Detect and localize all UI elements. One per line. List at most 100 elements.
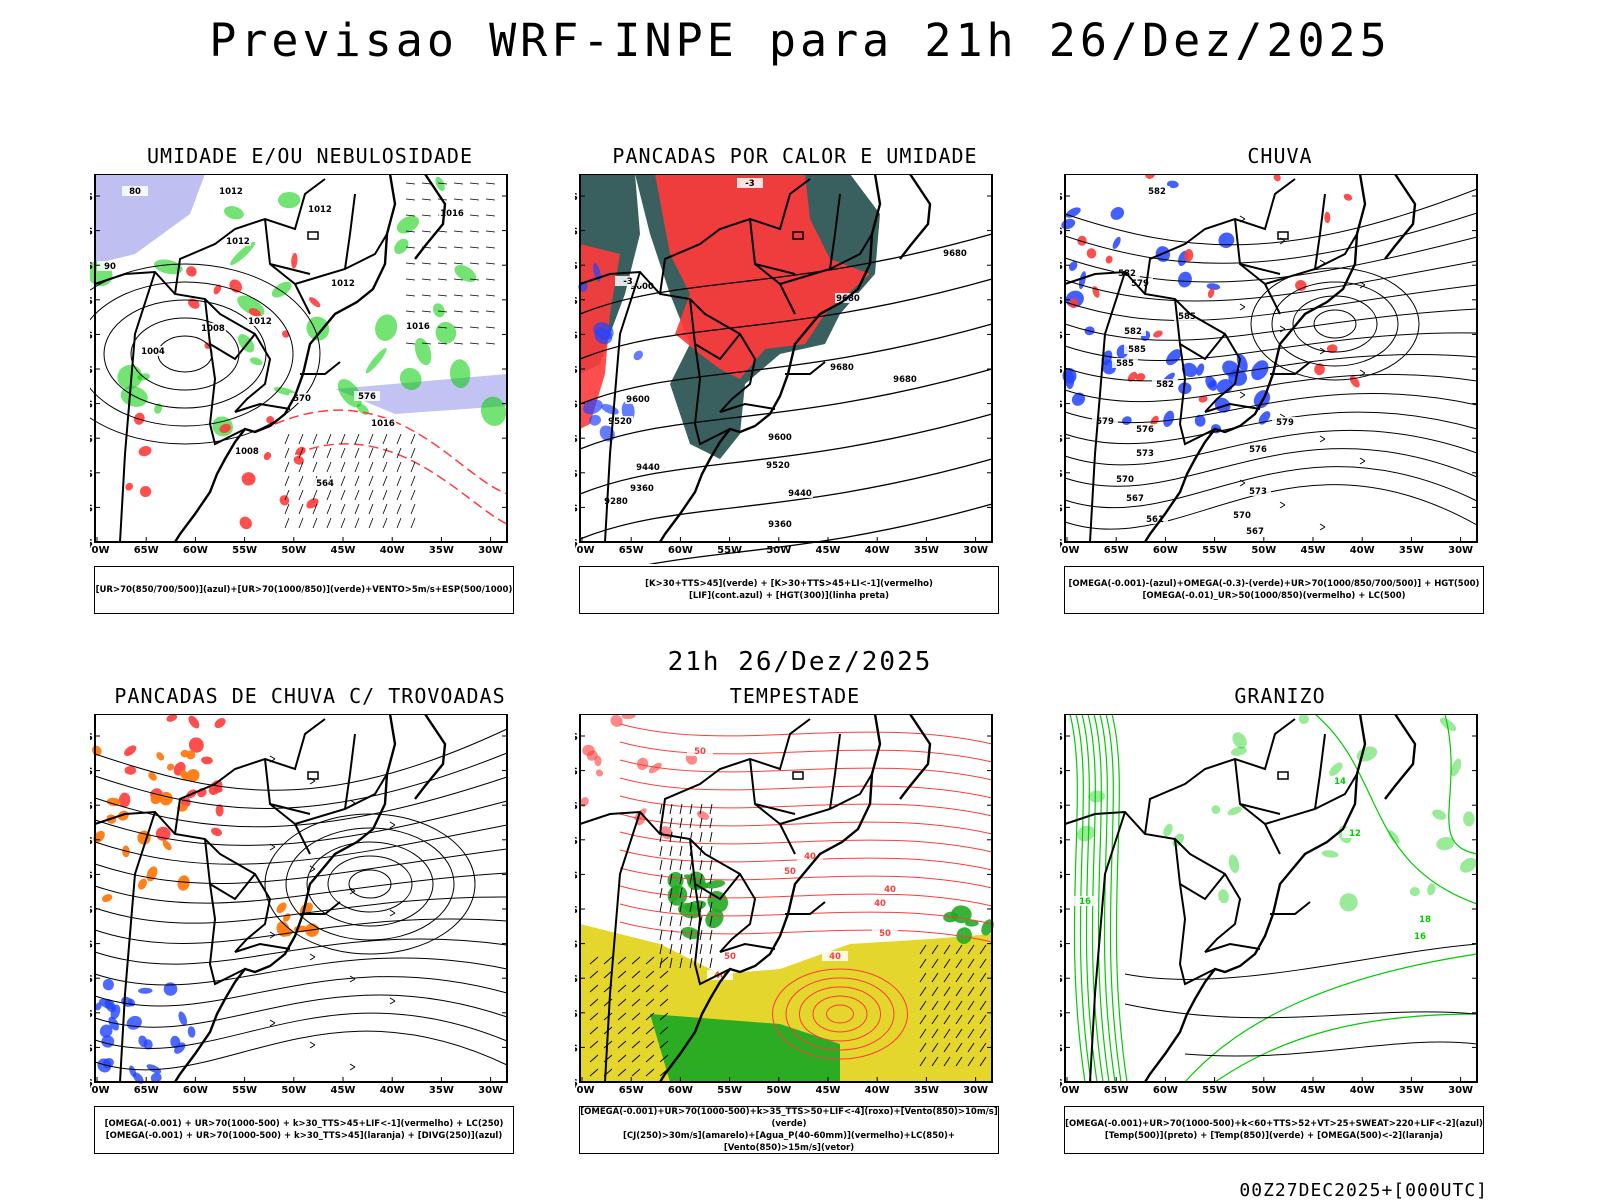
convection-area (276, 902, 287, 914)
temp850-blob (1298, 714, 1309, 724)
streamline-arrow (309, 953, 316, 961)
geopotential-line (648, 503, 993, 564)
wind-vector (453, 310, 464, 313)
contour-label: 50 (724, 952, 736, 962)
divergence-contour (143, 1039, 153, 1050)
precip-water-ring (826, 1004, 854, 1024)
wind-vector (437, 342, 448, 345)
contour-label: 1012 (308, 205, 332, 215)
coastline-north (414, 714, 447, 800)
wind-vector (354, 517, 360, 529)
label-bg (218, 186, 244, 196)
streamline (94, 800, 508, 846)
wind-vector (699, 901, 703, 913)
lat-tick-label: 18S (1060, 801, 1063, 812)
thickness-contour (263, 452, 272, 461)
lat-tick-label: 42S (1060, 1078, 1063, 1089)
wind-vector (669, 803, 673, 815)
lat-tick-label: 12S (1060, 192, 1063, 203)
contour-label: 12 (1349, 829, 1361, 839)
wind-vector (284, 503, 290, 515)
omega-humidity-area (1324, 211, 1331, 224)
humidity-low-contour (454, 265, 477, 283)
omega-area (1196, 363, 1205, 376)
panel-trovoadas: PANCADAS DE CHUVA C/ TROVOADAS 12S 15S 18S… (90, 684, 530, 1164)
wind-vector (298, 433, 304, 445)
wind-vector (340, 503, 346, 515)
humidity-low-contour (399, 367, 422, 391)
wind-vector (919, 1042, 927, 1053)
wind-vector (589, 956, 599, 965)
omega-humidity-area (1092, 286, 1100, 298)
omega-area (1178, 271, 1192, 288)
wind-vector (589, 1012, 599, 1021)
wind-vector (326, 517, 332, 529)
lat-tick-label: 33S (575, 974, 578, 985)
label-bg (767, 519, 793, 529)
thickness-contour (239, 516, 252, 530)
geography (579, 714, 932, 1083)
streamline (1064, 373, 1478, 403)
wind-vector (368, 433, 374, 445)
map-umidade: 1012 1016 1012 1012 1008 1012 1016 1004 1012 1016… (90, 174, 508, 556)
wind-vector (396, 489, 402, 501)
omega-humidity-area (1184, 248, 1194, 262)
wind-vector (645, 984, 655, 993)
wind-vector (631, 1040, 641, 1049)
wind-vector (312, 517, 318, 529)
wind-vector (298, 503, 304, 515)
humidity-low-contour (433, 303, 445, 318)
divergence-contour (163, 982, 178, 996)
contour-label: 9280 (604, 497, 628, 507)
streamline (1064, 332, 1478, 361)
wind-vector (659, 845, 663, 857)
federal-district (307, 231, 319, 240)
lat-tick-label: 15S (90, 767, 93, 778)
thickness-contour (213, 284, 222, 295)
wind-vector (298, 489, 304, 501)
label-bg (603, 496, 629, 506)
label-bg (97, 261, 123, 271)
streamline-arrow (1279, 325, 1286, 333)
temp850-blob (1230, 746, 1247, 756)
wind-vector (410, 447, 416, 459)
wind-vector (326, 461, 332, 473)
streamline-arrow (389, 821, 396, 829)
lat-tick-label: 15S (1060, 767, 1063, 778)
temp850-line (1444, 714, 1478, 855)
wind-vector (919, 958, 927, 969)
label-bg (1122, 493, 1148, 503)
wind-vector (485, 182, 496, 185)
humidity-low-contour (394, 238, 409, 254)
pressure-isobar (90, 281, 294, 427)
wind-vector (284, 433, 290, 445)
thunderstorm-area (166, 714, 178, 722)
label-bg (777, 866, 803, 876)
lat-tick-label: 21S (90, 836, 93, 847)
convection-area (177, 875, 190, 891)
political-border (119, 811, 156, 1083)
wind-vector (284, 489, 290, 501)
lon-tick-label: 60W (1153, 545, 1178, 556)
map-granizo: 16 14 12 18 16 12S 15S 18S 21S 24S 27S 30S 33S 36S 39S… (1060, 714, 1478, 1096)
label-bg (629, 483, 655, 493)
wind-vector (679, 873, 683, 885)
political-border (659, 178, 811, 295)
lon-tick-label: 55W (1202, 545, 1227, 556)
wind-vector (659, 859, 663, 871)
wind-vector (410, 517, 416, 529)
wind-vector (967, 986, 975, 997)
wind-vector (437, 278, 448, 281)
contour-label: 582 (1148, 187, 1166, 197)
political-border (1264, 773, 1358, 825)
political-border (1179, 873, 1226, 901)
streamline (1064, 448, 1478, 487)
wind-vector (645, 1068, 655, 1077)
lon-tick-label: 65W (619, 1085, 644, 1096)
humidity-low-contour (435, 176, 445, 191)
label-bg (234, 446, 260, 456)
political-border (1239, 263, 1281, 275)
wind-vector (485, 246, 496, 249)
wind-vector (919, 986, 927, 997)
temp500-line (1124, 1003, 1478, 1019)
